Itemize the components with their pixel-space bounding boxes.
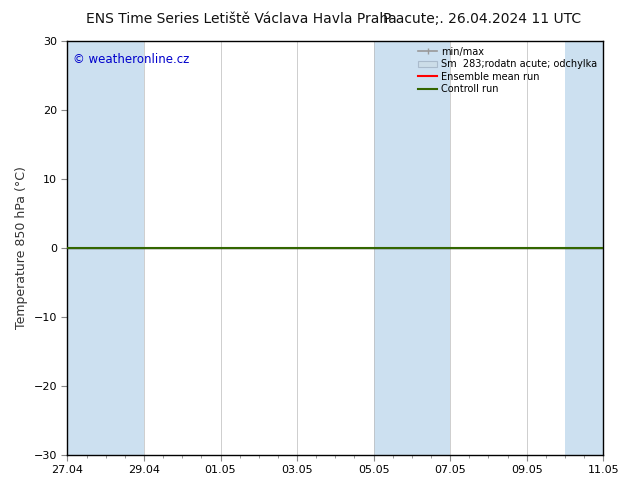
Text: © weatheronline.cz: © weatheronline.cz xyxy=(73,53,189,67)
Text: ENS Time Series Letiště Václava Havla Praha: ENS Time Series Letiště Václava Havla Pr… xyxy=(86,12,396,26)
Bar xyxy=(373,41,450,455)
Bar xyxy=(67,41,144,455)
Y-axis label: Temperature 850 hPa (°C): Temperature 850 hPa (°C) xyxy=(15,167,28,329)
Text: P acute;. 26.04.2024 11 UTC: P acute;. 26.04.2024 11 UTC xyxy=(383,12,581,26)
Legend: min/max, Sm  283;rodatn acute; odchylka, Ensemble mean run, Controll run: min/max, Sm 283;rodatn acute; odchylka, … xyxy=(414,43,601,98)
Bar xyxy=(565,41,603,455)
